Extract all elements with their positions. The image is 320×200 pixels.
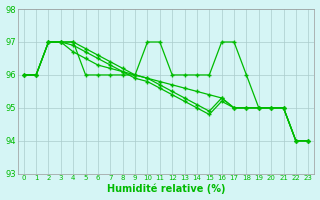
X-axis label: Humidité relative (%): Humidité relative (%) (107, 184, 225, 194)
